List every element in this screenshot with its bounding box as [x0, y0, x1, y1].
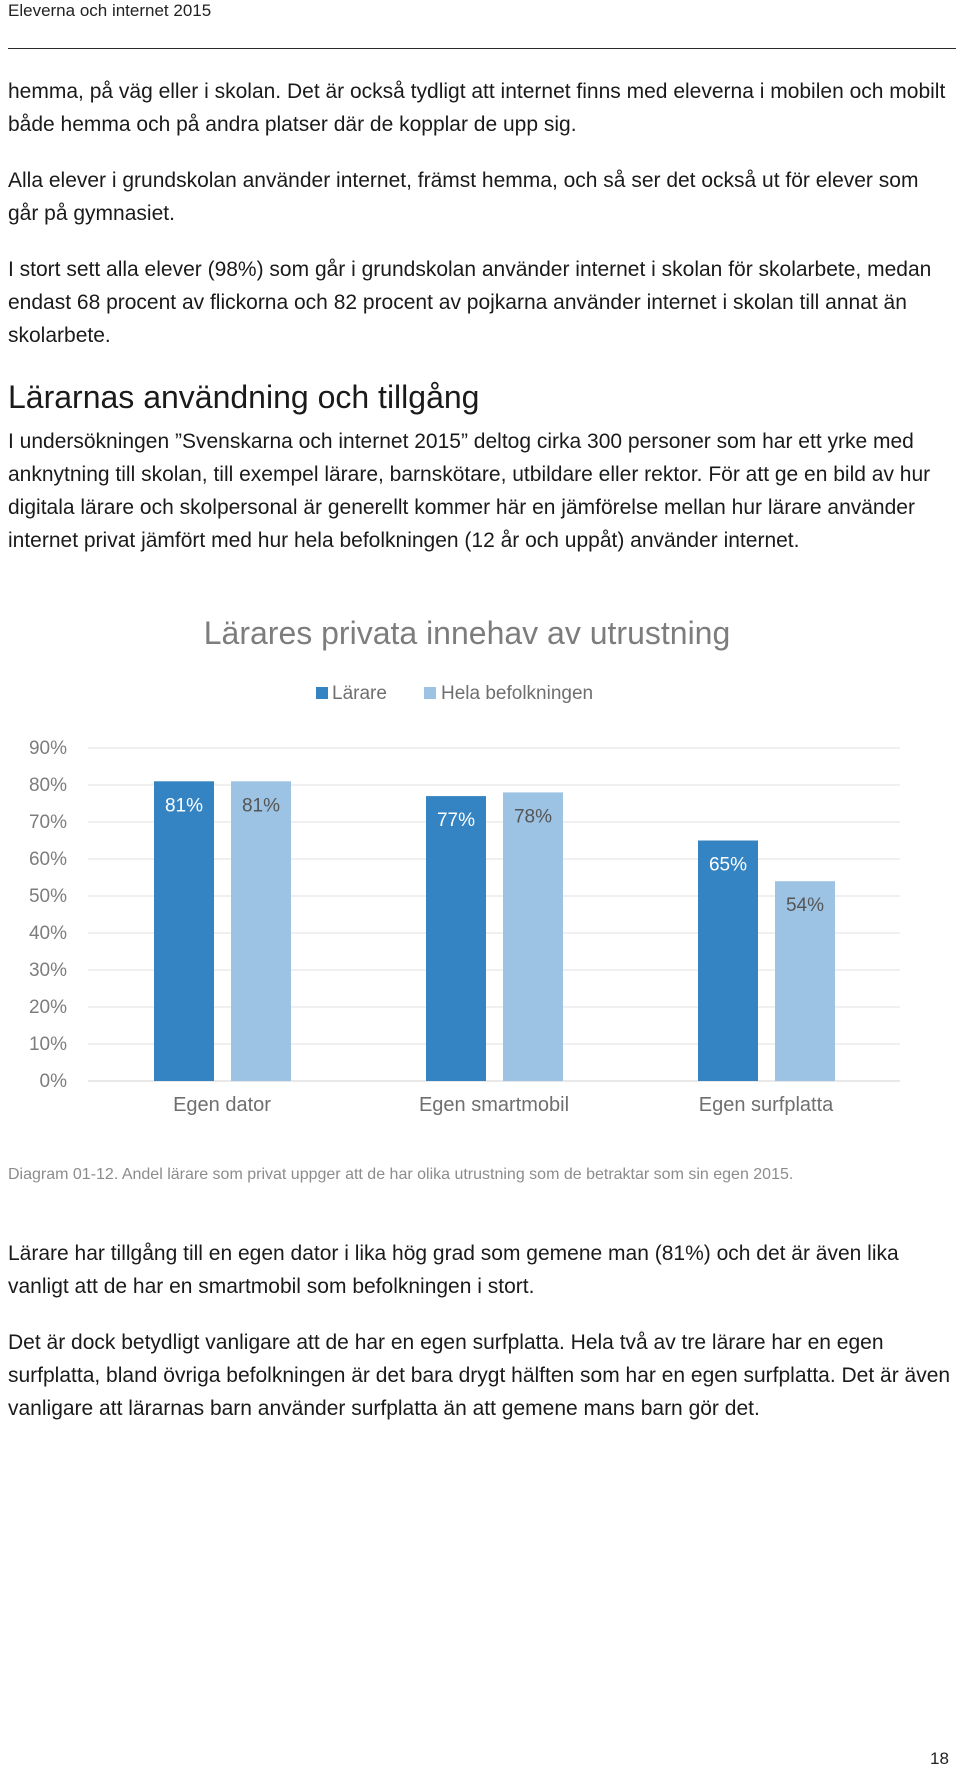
- y-tick-label: 20%: [29, 997, 67, 1018]
- x-axis-category-labels: Egen dator Egen smartmobil Egen surfplat…: [173, 1094, 834, 1116]
- section-title: Lärarnas användning och tillgång: [8, 379, 480, 415]
- intro-paragraph-3: I stort sett alla elever (98%) som går i…: [8, 258, 932, 347]
- running-header: Eleverna och internet 2015: [8, 1, 212, 20]
- bar-value-label: 81%: [165, 795, 203, 816]
- bar-value-label: 78%: [514, 806, 552, 827]
- y-tick-label: 30%: [29, 960, 67, 981]
- bar: [154, 781, 214, 1081]
- legend-label-larare: Lärare: [332, 683, 387, 704]
- bar-value-label: 77%: [437, 810, 475, 831]
- y-tick-label: 60%: [29, 849, 67, 870]
- x-category-label: Egen dator: [173, 1094, 271, 1116]
- header-rule: [8, 48, 956, 49]
- bar-value-label: 65%: [709, 855, 747, 876]
- y-tick-label: 80%: [29, 775, 67, 796]
- y-tick-label: 10%: [29, 1034, 67, 1055]
- bar-chart: Lärares privata innehav av utrustning Lä…: [29, 620, 900, 1116]
- bar: [775, 881, 835, 1081]
- y-tick-label: 40%: [29, 923, 67, 944]
- intro-paragraph-1: hemma, på väg eller i skolan. Det är ock…: [8, 80, 946, 136]
- chart-title: Lärares privata innehav av utrustning: [204, 620, 731, 651]
- page-number: 18: [930, 1749, 949, 1768]
- legend-label-hela-befolkningen: Hela befolkningen: [441, 683, 593, 704]
- closing-paragraph-2: Det är dock betydligt vanligare att de h…: [8, 1331, 951, 1420]
- bar-value-label: 54%: [786, 895, 824, 916]
- closing-content: Lärare har tillgång till en egen dator i…: [8, 1237, 953, 1448]
- chart-bars: 81% 77% 65% 81% 78% 54%: [154, 781, 835, 1081]
- bar-value-label: 81%: [242, 795, 280, 816]
- closing-paragraph-1: Lärare har tillgång till en egen dator i…: [8, 1242, 899, 1298]
- x-category-label: Egen surfplatta: [699, 1094, 834, 1116]
- figure-caption: Diagram 01-12. Andel lärare som privat u…: [8, 1166, 794, 1183]
- bar: [698, 840, 758, 1081]
- y-axis-tick-labels: 90% 80% 70% 60% 50% 40% 30% 20% 10% 0%: [29, 738, 67, 1092]
- y-tick-label: 0%: [40, 1071, 68, 1092]
- chart-gridlines: [88, 747, 900, 1082]
- x-category-label: Egen smartmobil: [419, 1094, 569, 1116]
- intro-paragraph-2: Alla elever i grundskolan använder inter…: [8, 169, 919, 225]
- bar: [231, 781, 291, 1081]
- legend-swatch-larare: [316, 687, 328, 699]
- y-tick-label: 90%: [29, 738, 67, 759]
- y-tick-label: 50%: [29, 886, 67, 907]
- legend-swatch-hela-befolkningen: [424, 687, 436, 699]
- bar: [503, 792, 563, 1081]
- y-tick-label: 70%: [29, 812, 67, 833]
- section-paragraph: I undersökningen ”Svenskarna och interne…: [8, 430, 931, 552]
- main-content: hemma, på väg eller i skolan. Det är ock…: [8, 75, 953, 580]
- bar: [426, 796, 486, 1081]
- chart-legend: Lärare Hela befolkningen: [316, 683, 593, 704]
